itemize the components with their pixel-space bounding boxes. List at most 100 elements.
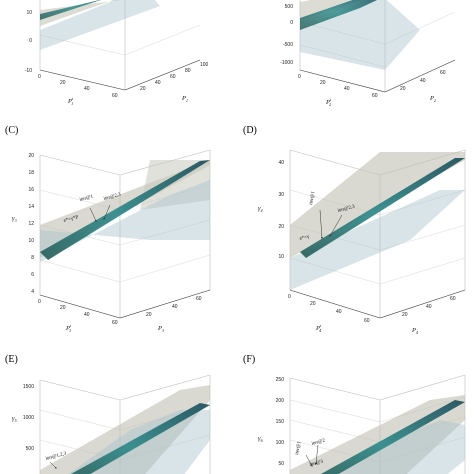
panel-d-lower-plane	[290, 190, 465, 290]
panel-a-z-axis: 10 0 -10	[25, 10, 32, 74]
panel-f-ztick: 150	[276, 419, 285, 425]
panel-c-ztick: 4	[31, 289, 34, 295]
panel-b: 500 0 -500 -1000 0 20 40 60 Pt 2 20 40 60…	[280, 0, 456, 107]
panel-b-x2tick: 40	[420, 78, 426, 84]
panel-c-x2-axis: 20 40 60 P3	[146, 296, 202, 333]
panel-c-ztick: 10	[28, 238, 34, 244]
panel-d-x2-label: P4	[411, 327, 418, 335]
panel-c-x1tick: 40	[84, 312, 90, 318]
panel-d-ztick: 30	[278, 192, 284, 198]
panel-c-letter: (C)	[5, 125, 18, 136]
panel-d-z-axis: γ4 40 30 20 10	[258, 160, 284, 260]
panel-b-ztick: -500	[283, 42, 293, 48]
panel-e-ztick: 1500	[23, 384, 34, 390]
panel-d-x2tick: 40	[426, 304, 432, 310]
panel-c-upper-plane-face	[140, 160, 210, 210]
panel-d-x1-label: Pt 4	[315, 323, 322, 333]
panel-d-annotation: iter@1	[309, 190, 316, 205]
panel-c-x1tick: 20	[60, 305, 66, 311]
panel-f-annotation: iter@3	[309, 459, 324, 468]
panel-a-x1tick: 0	[38, 74, 41, 80]
panel-b-ztick: 500	[285, 4, 294, 10]
panel-a-surface	[40, 0, 101, 20]
panel-e-z-axis: γ5 1500 1000 500	[12, 384, 34, 452]
panel-c-ztick: 12	[28, 221, 34, 227]
panel-b-surface	[300, 0, 378, 30]
panel-d-x1tick: 60	[364, 318, 370, 324]
panel-a: 10 0 -10 0 20 40 60 Pt 1 20 40 60 80 100 …	[25, 0, 209, 106]
panel-c-x1tick: 0	[38, 299, 41, 305]
panel-a-x2tick: 60	[170, 74, 176, 80]
panel-b-x2tick: 20	[400, 86, 406, 92]
panel-c-x1-axis: 0 20 40 60 Pt 3	[38, 299, 118, 333]
panel-d-x1tick: 20	[310, 301, 316, 307]
panel-a-x1tick: 20	[60, 80, 66, 86]
panel-a-x2-label: P1	[181, 95, 188, 103]
panel-c-ztick: 8	[31, 255, 34, 261]
panel-c-z-axis: γ3 20 18 16 14 12 10 8 6 4	[12, 153, 34, 295]
panel-c-ztick: 20	[28, 153, 34, 159]
panel-b-x2-label: P2	[429, 95, 436, 103]
panel-e-surface	[70, 403, 210, 474]
panel-c-ztick: 14	[28, 204, 34, 210]
panel-f-annotations: iter@1 iter@2 iter@3	[295, 438, 326, 468]
panel-d-ztick: 40	[278, 160, 284, 166]
panel-c-x1-label: Pt 3	[65, 323, 72, 333]
panel-b-z-axis: 500 0 -500 -1000	[280, 4, 293, 66]
panel-d-surface	[300, 158, 465, 258]
panel-a-lower-plane	[40, 0, 160, 50]
panel-c-annotation: e*=γ*P	[63, 215, 79, 224]
panel-c-annotation: iter@2,3	[103, 192, 122, 201]
panel-d-x1-axis: 0 20 40 60 Pt 4	[288, 294, 370, 333]
panel-b-x2tick: 60	[440, 70, 446, 76]
panel-b-x1tick: 60	[372, 93, 378, 99]
panel-d-annotations: iter@1 iter@2,3 e*=γ	[299, 190, 356, 242]
panel-f-ztick: 100	[276, 440, 285, 446]
panel-d-x2-axis: 20 40 60 P4	[402, 296, 456, 335]
panel-e-z-label: γ5	[12, 415, 17, 423]
panel-c-z-label: γ3	[12, 215, 17, 223]
panel-c: (C) γ3 20 18 16 14 12 10 8 6 4	[5, 125, 211, 333]
panel-f-z-axis: γ6 250 200 150 100 50	[258, 377, 284, 467]
panel-e-upper-plane	[40, 385, 210, 474]
panel-d-x2tick: 20	[402, 312, 408, 318]
panel-f-ztick: 50	[278, 461, 284, 467]
panel-c-lower-plane	[40, 180, 210, 262]
panel-e: (E) γ5 1500 1000 500 iter@1,2,3	[5, 354, 211, 474]
panel-c-x2tick: 40	[172, 304, 178, 310]
panel-b-x1-axis: 0 20 40 60 Pt 2	[298, 74, 378, 107]
panel-c-ztick: 16	[28, 187, 34, 193]
panel-a-ztick: 10	[26, 10, 32, 16]
panel-f-annotation: iter@1	[295, 440, 302, 455]
panel-f-ztick: 250	[276, 377, 285, 383]
panel-b-ztick: -1000	[280, 60, 293, 66]
panel-a-ztick: -10	[25, 68, 32, 74]
panel-f-annotation: iter@2	[311, 438, 326, 447]
panel-e-letter: (E)	[5, 354, 18, 365]
panel-c-annotations: iter@1 iter@2,3 e*=γ*P	[63, 192, 122, 223]
panel-f-surface	[320, 400, 465, 474]
panel-c-surface	[40, 160, 210, 260]
panel-a-x2tick: 20	[140, 86, 146, 92]
panel-d-z-label: γ4	[258, 205, 263, 213]
panel-a-x1tick: 60	[112, 93, 118, 99]
panel-a-x2-axis: 20 40 60 80 100 P1	[140, 62, 209, 103]
panel-a-x2tick: 100	[200, 62, 209, 68]
panel-e-ztick: 1000	[23, 415, 34, 421]
panel-d-ztick: 10	[278, 254, 284, 260]
panel-d-ztick: 20	[278, 224, 284, 230]
panel-d: (D) γ4 40 30 20 10 iter@1 iter@2,3	[243, 125, 466, 335]
panel-a-x1-label: Pt 1	[67, 96, 74, 106]
panel-a-x2tick: 80	[185, 68, 191, 74]
panel-c-x1tick: 60	[112, 320, 118, 326]
panel-c-ztick: 6	[31, 272, 34, 278]
panel-c-annotation: iter@1	[79, 194, 94, 203]
panel-d-annotation: e*=γ	[299, 234, 310, 242]
panel-d-x2tick: 60	[450, 296, 456, 302]
panel-a-x1tick: 40	[84, 86, 90, 92]
panel-f-letter: (F)	[243, 354, 255, 365]
panel-f-lower-plane	[330, 420, 465, 474]
panel-c-x2tick: 60	[196, 296, 202, 302]
panel-e-ztick: 500	[26, 446, 35, 452]
